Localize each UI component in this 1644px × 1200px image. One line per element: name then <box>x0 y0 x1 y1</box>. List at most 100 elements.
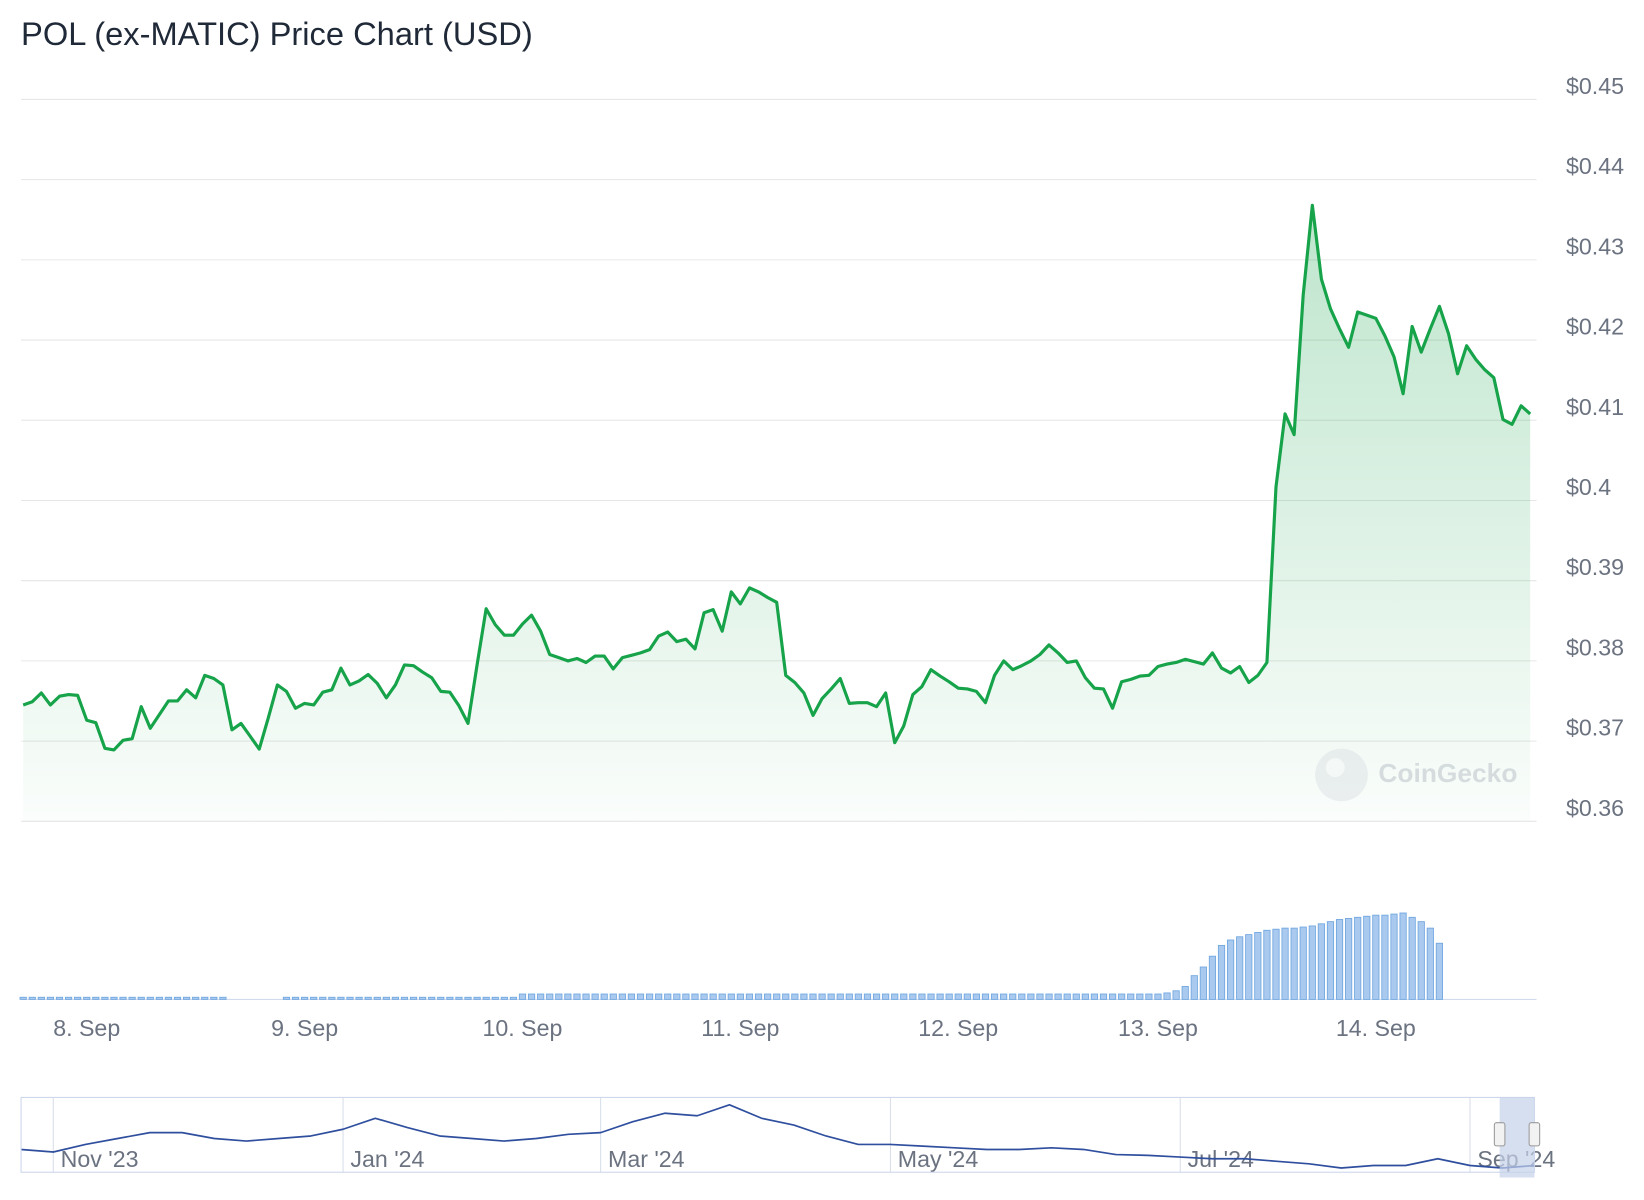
volume-bar <box>92 996 100 1000</box>
volume-bar <box>1045 993 1053 1000</box>
volume-bar <box>636 993 645 1000</box>
volume-bar <box>1254 932 1262 1000</box>
volume-bar <box>101 996 109 1000</box>
volume-bar <box>836 993 844 1000</box>
navigator-frame <box>20 1096 1535 1173</box>
volume-bar <box>1145 993 1153 1000</box>
volume-bar <box>664 993 672 1000</box>
volume-bar <box>1108 993 1117 1000</box>
volume-bar <box>391 996 399 1000</box>
volume-bar <box>382 996 390 1000</box>
volume-bar <box>1090 993 1099 1000</box>
volume-bar <box>736 993 744 1000</box>
x-tick-label: 11. Sep <box>701 1015 779 1041</box>
volume-bar <box>1118 993 1126 1000</box>
volume-bar <box>400 996 409 1000</box>
volume-bar <box>927 993 935 1000</box>
volume-bar <box>110 996 118 1000</box>
volume-bar <box>527 993 536 1000</box>
volume-bar <box>301 996 309 1000</box>
navigator-handle[interactable] <box>1493 1122 1506 1147</box>
price-line <box>22 203 1532 752</box>
volume-bar <box>700 993 708 1000</box>
volume-bar <box>464 996 472 1000</box>
volume-bar <box>446 996 454 1000</box>
volume-bar <box>1308 925 1316 1000</box>
volume-bar <box>1299 926 1307 1000</box>
volume-bar <box>618 993 626 1000</box>
volume-bar <box>146 996 154 1000</box>
volume-bar <box>1317 923 1325 1000</box>
volume-bar <box>210 996 218 1000</box>
volume-bar <box>319 996 327 1000</box>
volume-bar <box>219 996 227 1000</box>
volume-bar <box>582 993 590 1000</box>
volume-bar <box>428 996 436 1000</box>
volume-bar <box>537 993 545 1000</box>
volume-bar <box>1009 993 1017 1000</box>
volume-bar <box>655 993 663 1000</box>
volume-bar <box>1399 912 1407 1000</box>
volume-bar <box>591 993 599 1000</box>
volume-bar <box>546 993 554 1000</box>
volume-bar <box>1263 929 1271 1000</box>
volume-bar <box>682 993 690 1000</box>
y-tick-label: $0.45 <box>1566 73 1624 99</box>
volume-bar <box>500 996 508 1000</box>
volume-bar <box>509 996 517 1000</box>
navigator-label: Mar '24 <box>608 1146 685 1172</box>
volume-bar <box>1354 916 1362 1000</box>
volume-bar <box>310 996 318 1000</box>
volume-bar <box>37 996 45 1000</box>
volume-bar <box>74 996 82 1000</box>
volume-bar <box>409 996 418 1000</box>
volume-bar <box>954 993 962 1000</box>
volume-bar <box>1227 939 1235 1000</box>
volume-bar <box>1054 993 1062 1000</box>
volume-bar <box>1435 942 1443 1000</box>
volume-bar <box>518 993 527 1000</box>
volume-bar <box>600 993 608 1000</box>
volume-bar <box>364 996 372 1000</box>
navigator-label: Nov '23 <box>61 1146 139 1172</box>
volume-bar <box>918 993 926 1000</box>
volume-bar <box>1199 966 1207 1000</box>
volume-bar <box>1018 993 1026 1000</box>
volume-bar <box>818 993 826 1000</box>
navigator-handle[interactable] <box>1528 1122 1541 1147</box>
volume-bar <box>1154 993 1162 1000</box>
volume-bar <box>455 996 463 1000</box>
volume-bar <box>183 996 191 1000</box>
volume-bar <box>1181 986 1189 1000</box>
volume-bar <box>1345 917 1353 1000</box>
volume-bar <box>564 993 572 1000</box>
volume-bar <box>1172 990 1180 1000</box>
volume-bar <box>373 996 381 1000</box>
y-tick-label: $0.44 <box>1566 153 1624 179</box>
volume-bar <box>192 996 200 1000</box>
volume-bar <box>55 996 64 1000</box>
volume-bar <box>555 993 563 1000</box>
volume-bar <box>936 993 944 1000</box>
volume-bar <box>845 993 853 1000</box>
y-tick-label: $0.38 <box>1566 634 1624 660</box>
volume-bar <box>1363 915 1371 1000</box>
volume-bar <box>891 993 899 1000</box>
volume-bar <box>473 996 481 1000</box>
volume-bar <box>491 996 499 1000</box>
y-tick-label: $0.42 <box>1566 314 1624 340</box>
volume-bar <box>754 993 763 1000</box>
volume-bar <box>1236 936 1244 1000</box>
volume-bar <box>155 996 163 1000</box>
x-tick-label: 9. Sep <box>271 1015 338 1041</box>
volume-bar <box>282 996 291 1000</box>
volume-bar <box>64 996 73 1000</box>
volume-bar <box>972 993 980 1000</box>
volume-bar <box>1027 993 1035 1000</box>
y-tick-label: $0.36 <box>1566 795 1624 821</box>
volume-bar <box>419 996 427 1000</box>
y-tick-label: $0.39 <box>1566 554 1624 580</box>
volume-bar <box>1245 934 1253 1000</box>
volume-bar <box>909 993 917 1000</box>
